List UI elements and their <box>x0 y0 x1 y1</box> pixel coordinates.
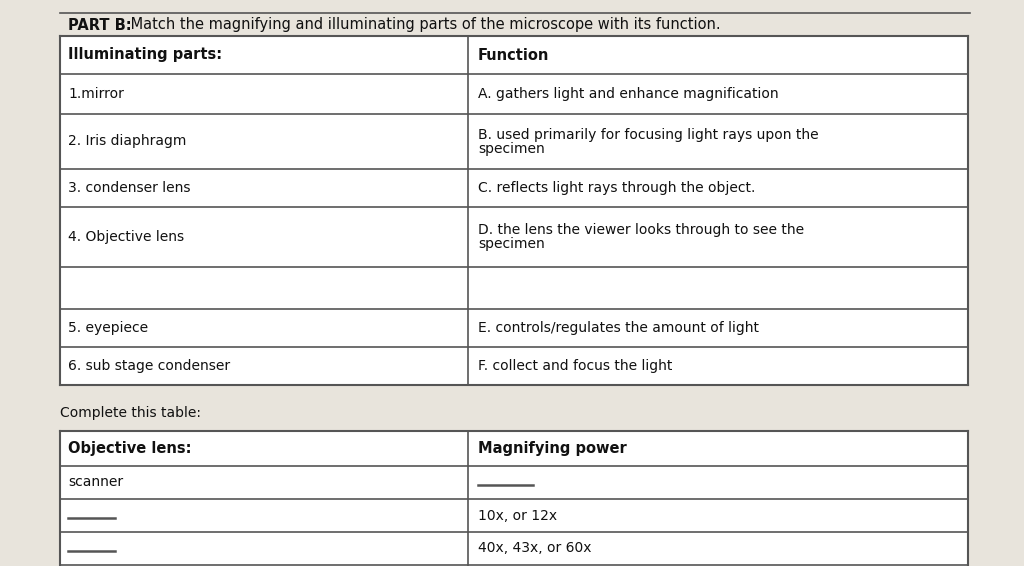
Text: 40x, 43x, or 60x: 40x, 43x, or 60x <box>478 542 592 555</box>
Bar <box>60 36 968 385</box>
Text: Match the magnifying and illuminating parts of the microscope with its function.: Match the magnifying and illuminating pa… <box>126 18 721 32</box>
Text: B. used primarily for focusing light rays upon the: B. used primarily for focusing light ray… <box>478 127 818 142</box>
Text: A. gathers light and enhance magnification: A. gathers light and enhance magnificati… <box>478 87 778 101</box>
Text: PART B:: PART B: <box>68 18 132 32</box>
Text: 5. eyepiece: 5. eyepiece <box>68 321 148 335</box>
Bar <box>60 431 968 566</box>
Text: Function: Function <box>478 48 549 62</box>
Text: 6. sub stage condenser: 6. sub stage condenser <box>68 359 230 373</box>
Text: 10x, or 12x: 10x, or 12x <box>478 508 557 522</box>
Text: 1.mirror: 1.mirror <box>68 87 124 101</box>
Text: Magnifying power: Magnifying power <box>478 441 627 456</box>
Text: specimen: specimen <box>478 142 545 156</box>
Text: E. controls/regulates the amount of light: E. controls/regulates the amount of ligh… <box>478 321 759 335</box>
Text: F. collect and focus the light: F. collect and focus the light <box>478 359 673 373</box>
Text: 3. condenser lens: 3. condenser lens <box>68 181 190 195</box>
Text: scanner: scanner <box>68 475 123 490</box>
Text: Complete this table:: Complete this table: <box>60 406 201 420</box>
Text: D. the lens the viewer looks through to see the: D. the lens the viewer looks through to … <box>478 223 804 237</box>
Text: 2. Iris diaphragm: 2. Iris diaphragm <box>68 135 186 148</box>
Text: C. reflects light rays through the object.: C. reflects light rays through the objec… <box>478 181 756 195</box>
Text: 4. Objective lens: 4. Objective lens <box>68 230 184 244</box>
Text: Illuminating parts:: Illuminating parts: <box>68 48 222 62</box>
Text: Objective lens:: Objective lens: <box>68 441 191 456</box>
Text: specimen: specimen <box>478 237 545 251</box>
